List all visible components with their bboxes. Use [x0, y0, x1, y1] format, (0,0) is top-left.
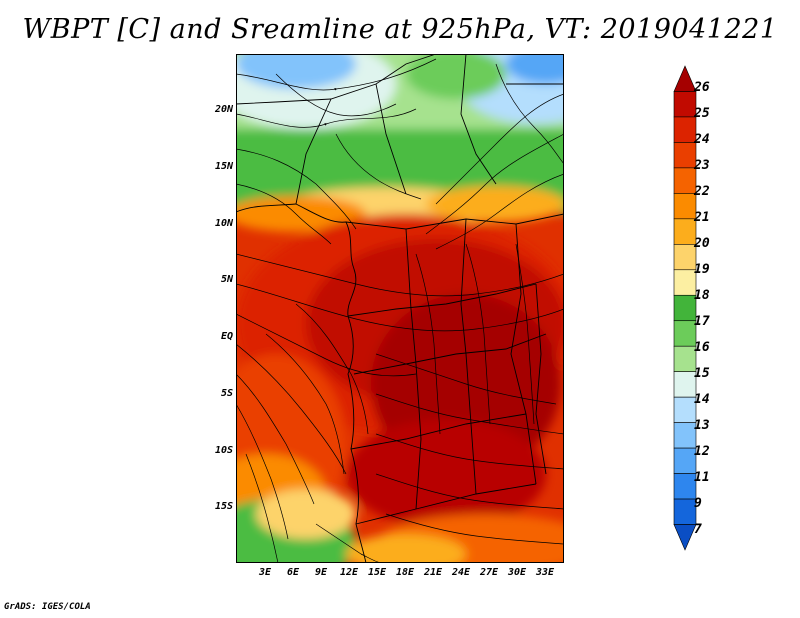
colorbar-swatch [673, 244, 697, 271]
colorbar-swatch [673, 422, 697, 449]
streamlines [236, 58, 564, 563]
map-title: WBPT [C] and Sreamline at 925hPa, VT: 20… [22, 14, 778, 45]
colorbar-swatch [673, 116, 697, 143]
colorbar-swatch [673, 345, 697, 372]
colorbar-label: 19 [694, 262, 710, 277]
colorbar-label: 20 [694, 236, 710, 251]
lat-label-10n: 10N [214, 218, 233, 229]
lon-label-18e: 18E [395, 567, 415, 578]
colorbar [673, 65, 697, 551]
lon-label-6e: 6E [286, 567, 300, 578]
lon-label-33e: 33E [535, 567, 555, 578]
colorbar-swatch [673, 294, 697, 322]
colorbar-label: 17 [694, 314, 710, 329]
colorbar-swatch [673, 396, 697, 423]
wbpt-streamline-map [236, 54, 564, 563]
colorbar-swatch [673, 218, 697, 245]
colorbar-label: 7 [694, 522, 702, 537]
lon-label-12e: 12E [339, 567, 359, 578]
lat-label-20n: 20N [214, 104, 233, 115]
colorbar-label: 9 [694, 496, 702, 511]
colorbar-label: 25 [694, 106, 710, 121]
map-panel [236, 54, 564, 563]
colorbar-label: 14 [694, 392, 710, 407]
lon-label-27e: 27E [479, 567, 499, 578]
colorbar-label: 23 [694, 158, 710, 173]
lon-label-24e: 24E [451, 567, 471, 578]
map-frame [236, 54, 564, 563]
colorbar-label: 22 [694, 184, 710, 199]
lon-label-3e: 3E [258, 567, 272, 578]
colorbar-swatch [673, 447, 697, 474]
colorbar-swatch [673, 142, 697, 169]
colorbar-label: 15 [694, 366, 710, 381]
colorbar-top-arrow [673, 65, 697, 92]
lat-label-5n: 5N [220, 274, 233, 285]
colorbar-label: 18 [694, 288, 710, 303]
colorbar-label: 12 [694, 444, 710, 459]
lat-label-15n: 15N [214, 161, 233, 172]
lat-label-eq: EQ [220, 331, 233, 342]
colorbar-label: 16 [694, 340, 710, 355]
coastline-borders [236, 54, 564, 563]
lon-label-21e: 21E [423, 567, 443, 578]
lon-label-15e: 15E [367, 567, 387, 578]
lon-label-9e: 9E [314, 567, 328, 578]
colorbar-swatch [673, 269, 697, 296]
colorbar-swatch [673, 498, 697, 525]
lat-label-15s: 15S [214, 501, 233, 512]
colorbar-label: 24 [694, 132, 710, 147]
colorbar-swatch [673, 320, 697, 347]
colorbar-swatch [673, 473, 697, 500]
colorbar-label: 21 [694, 210, 710, 225]
colorbar-label: 26 [694, 80, 710, 95]
lat-label-10s: 10S [214, 445, 233, 456]
colorbar-swatch [673, 91, 697, 118]
colorbar-swatch [673, 371, 697, 398]
temperature-field [236, 54, 564, 563]
lat-label-5s: 5S [220, 388, 233, 399]
colorbar-swatch [673, 167, 697, 194]
colorbar-label: 13 [694, 418, 710, 433]
grads-credit: GrADS: IGES/COLA [4, 602, 91, 612]
colorbar-bottom-arrow [673, 524, 697, 551]
lon-label-30e: 30E [507, 567, 527, 578]
colorbar-swatch [673, 193, 697, 220]
colorbar-label: 11 [694, 470, 710, 485]
